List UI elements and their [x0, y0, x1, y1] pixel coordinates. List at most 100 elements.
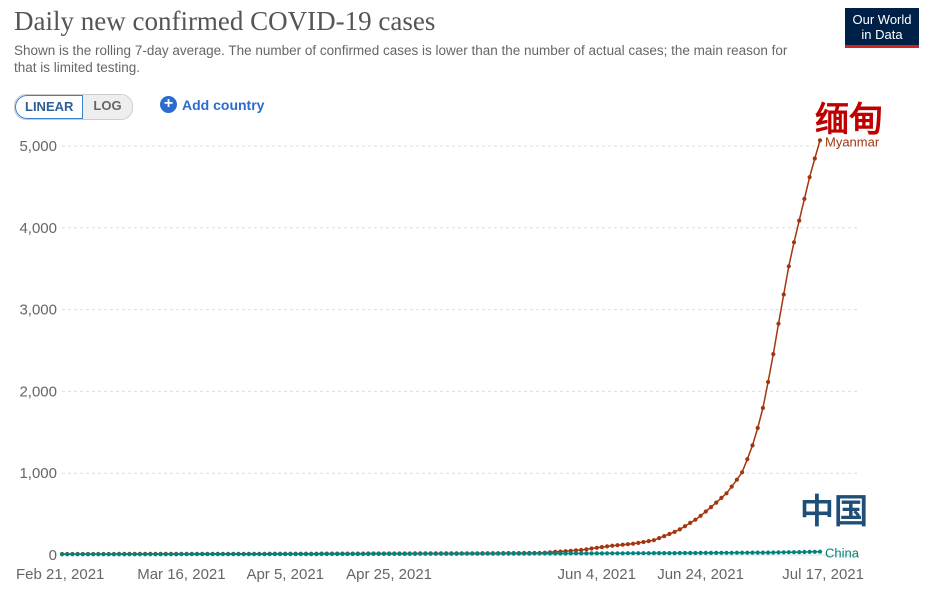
data-point-china: [319, 551, 324, 557]
data-point-china: [516, 551, 522, 556]
data-point-china: [210, 552, 215, 557]
data-point-china: [303, 552, 309, 557]
log-scale-button[interactable]: LOG: [83, 95, 132, 119]
data-point-china: [662, 551, 667, 556]
data-point-china: [537, 551, 542, 556]
data-point-china: [361, 551, 366, 557]
data-point-china: [553, 551, 558, 556]
y-tick-label: 4,000: [19, 220, 57, 237]
data-point-china: [470, 551, 475, 556]
myanmar-chinese-label: 缅甸: [815, 100, 883, 140]
y-tick-label: 0: [49, 547, 57, 564]
data-point-china: [558, 551, 563, 556]
data-point-china: [340, 551, 345, 557]
data-point-china: [392, 551, 397, 557]
data-point-china: [755, 550, 760, 555]
data-point-china: [397, 551, 402, 557]
data-point-china: [496, 551, 501, 556]
data-point-china: [444, 551, 449, 556]
add-country-button[interactable]: + Add country: [160, 96, 264, 113]
data-point-china: [184, 552, 189, 557]
x-tick-label: Mar 16, 2021: [137, 566, 225, 583]
data-point-china: [298, 552, 303, 557]
owid-logo[interactable]: Our World in Data: [845, 8, 919, 48]
data-point-china: [309, 552, 314, 557]
data-point-china: [620, 551, 625, 556]
series-line-myanmar: [62, 140, 821, 555]
data-point-china: [490, 551, 495, 556]
data-point-china: [122, 552, 127, 557]
data-point-china: [168, 552, 174, 557]
data-point-myanmar: [729, 484, 734, 489]
data-point-china: [454, 551, 459, 556]
data-point-china: [636, 551, 641, 556]
data-point-china: [85, 552, 91, 557]
data-point-china: [59, 552, 65, 557]
data-point-china: [703, 550, 708, 556]
data-point-myanmar: [776, 321, 781, 326]
data-point-myanmar: [802, 196, 807, 201]
data-point-china: [605, 551, 610, 556]
data-point-china: [506, 551, 511, 556]
data-point-china: [433, 551, 438, 556]
data-point-china: [802, 549, 807, 555]
data-point-myanmar: [667, 531, 672, 537]
data-point-china: [174, 552, 179, 557]
data-point-china: [464, 551, 470, 556]
data-point-china: [412, 551, 418, 557]
data-point-china: [610, 551, 615, 556]
data-point-china: [236, 552, 241, 557]
data-point-myanmar: [631, 541, 636, 546]
data-point-china: [547, 551, 553, 556]
data-point-myanmar: [781, 292, 786, 297]
data-point-china: [563, 551, 568, 556]
add-country-label: Add country: [182, 96, 265, 113]
data-point-china: [740, 550, 745, 555]
data-point-china: [750, 550, 755, 555]
data-point-myanmar: [605, 544, 610, 549]
data-point-china: [599, 551, 605, 556]
data-point-china: [70, 552, 75, 557]
data-point-china: [194, 552, 200, 557]
data-point-china: [677, 550, 682, 556]
data-point-china: [189, 552, 194, 557]
data-point-china: [148, 552, 153, 557]
linear-scale-button[interactable]: LINEAR: [15, 95, 84, 119]
china-chinese-label: 中国: [800, 492, 868, 532]
y-tick-label: 5,000: [19, 138, 57, 155]
data-point-china: [760, 550, 766, 555]
data-point-myanmar: [755, 425, 760, 431]
data-point-china: [231, 552, 236, 557]
data-point-china: [111, 552, 116, 557]
data-point-china: [153, 552, 158, 557]
data-point-china: [205, 552, 210, 557]
data-point-china: [568, 551, 573, 556]
data-point-china: [501, 551, 506, 556]
series-label-myanmar: Myanmar: [825, 134, 880, 149]
data-point-china: [127, 552, 132, 557]
data-point-china: [101, 552, 106, 557]
data-point-china: [511, 551, 516, 556]
data-point-china: [371, 551, 376, 557]
data-point-china: [797, 550, 802, 555]
data-point-china: [65, 552, 70, 557]
data-point-china: [817, 549, 823, 554]
data-point-myanmar: [625, 542, 631, 547]
data-point-myanmar: [615, 543, 620, 548]
data-point-myanmar: [594, 545, 599, 550]
chart-subtitle: Shown is the rolling 7-day average. The …: [14, 43, 788, 75]
data-point-myanmar: [703, 509, 708, 514]
data-point-china: [625, 551, 631, 556]
data-point-china: [745, 550, 750, 555]
data-point-china: [215, 552, 220, 557]
plus-icon: +: [160, 96, 177, 113]
data-point-china: [75, 552, 80, 557]
data-point-china: [267, 552, 272, 557]
data-point-china: [480, 551, 485, 556]
data-point-china: [288, 552, 293, 557]
data-point-china: [387, 551, 392, 557]
x-tick-label: Jun 24, 2021: [657, 566, 744, 583]
y-tick-label: 2,000: [19, 383, 57, 400]
data-point-china: [729, 550, 734, 555]
data-point-myanmar: [573, 548, 579, 553]
